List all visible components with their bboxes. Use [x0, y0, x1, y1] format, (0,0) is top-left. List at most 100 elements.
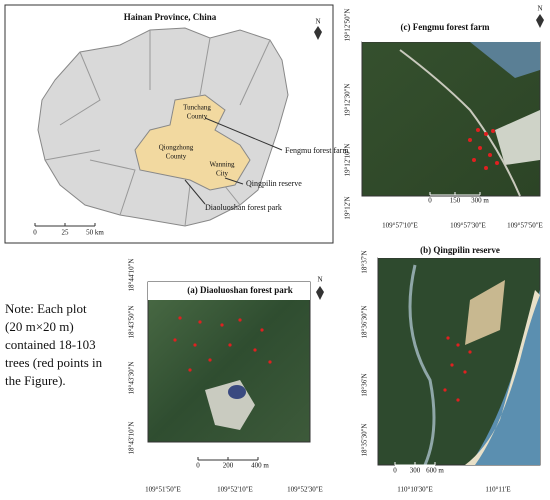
plot-point	[463, 370, 467, 374]
title-band	[148, 282, 310, 300]
plot-point	[484, 132, 488, 136]
plot-point	[491, 129, 495, 133]
lon-label: 109°57'30"E	[450, 222, 486, 230]
plots	[443, 336, 472, 402]
clearing	[495, 110, 540, 165]
map-label: Diaoluoshan forest park	[205, 203, 282, 212]
scale-label: 0	[428, 197, 432, 205]
leader	[224, 177, 244, 185]
lat-label: 18°36'N	[361, 373, 369, 396]
scale-label: 400 m	[251, 462, 269, 470]
lat-label: 18°43'30"N	[128, 362, 136, 395]
lat-label: 18°35'30"N	[361, 424, 369, 457]
map-label: City	[216, 170, 229, 178]
plot-point	[484, 166, 488, 170]
lat-label: 19°12'10"N	[344, 144, 352, 177]
note-line: trees (red points in	[5, 355, 103, 370]
plot-point	[268, 360, 272, 364]
plot-point	[260, 328, 264, 332]
panel-title: (c) Fengmu forest farm	[400, 22, 490, 32]
panel-title: (b) Qingpilin reserve	[420, 245, 500, 255]
lon-label: 109°51'50"E	[145, 486, 181, 494]
note-line: Note: Each plot	[5, 301, 87, 316]
lat-label: 19°12'50"N	[344, 9, 352, 42]
leader	[204, 117, 283, 151]
north-arrow	[314, 26, 322, 40]
north-arrow	[536, 14, 544, 28]
plot-point	[238, 318, 242, 322]
map-label: County	[187, 113, 208, 121]
scale-label: 0	[196, 462, 200, 470]
plots	[468, 128, 499, 170]
plot-point	[208, 358, 212, 362]
scale-label: 300	[410, 467, 421, 475]
sea	[470, 290, 540, 465]
plot-point	[478, 146, 482, 150]
plot-point	[488, 153, 492, 157]
title-band	[378, 243, 540, 258]
map-label: Tunchang	[183, 104, 211, 112]
scale-label: 300 m	[471, 197, 489, 205]
plot-point	[472, 158, 476, 162]
plot-point	[450, 363, 454, 367]
plot-point	[198, 320, 202, 324]
north-arrow	[316, 286, 324, 300]
north-label: N	[317, 276, 322, 284]
map-label: Qingpilin reserve	[246, 179, 302, 188]
lat-label: 18°37'N	[361, 250, 369, 273]
map-label: Wanning	[209, 161, 235, 169]
lat-label: 18°36'30"N	[361, 306, 369, 339]
scale-label: 600 m	[426, 467, 444, 475]
pond	[228, 385, 246, 399]
lon-label: 109°57'50"E	[507, 222, 543, 230]
lat-label: 19°12'30"N	[344, 84, 352, 117]
north-label: N	[537, 5, 542, 13]
plot-point	[456, 398, 460, 402]
hainan-title: Hainan Province, China	[124, 12, 217, 22]
lat-label: 18°44'10"N	[128, 259, 136, 292]
river	[408, 264, 436, 466]
plot-point	[468, 138, 472, 142]
county-lines	[44, 30, 271, 227]
road	[399, 49, 521, 197]
scale-bar	[34, 223, 96, 227]
lon-label: 110°11'E	[485, 486, 510, 494]
scale-label: 200	[223, 462, 234, 470]
plot-point	[228, 343, 232, 347]
plot-point	[468, 350, 472, 354]
scale-label: 0	[393, 467, 397, 475]
lon-label: 109°52'10"E	[217, 486, 253, 494]
plot-point	[193, 343, 197, 347]
plot-point	[220, 323, 224, 327]
map-label: Fengmu forest farm	[285, 146, 349, 155]
title-band	[362, 6, 540, 42]
lon-label: 109°57'10"E	[382, 222, 418, 230]
plot-point	[495, 161, 499, 165]
plot-point	[443, 388, 447, 392]
note-line: contained 18-103	[5, 337, 96, 352]
water	[470, 42, 540, 78]
plots	[173, 316, 272, 372]
map-label: Qiongzhong	[159, 144, 194, 152]
lat-label: 18°43'10"N	[128, 422, 136, 455]
lat-label: 18°43'50"N	[128, 306, 136, 339]
plot-point	[456, 343, 460, 347]
plot-point	[253, 348, 257, 352]
plot-point	[446, 336, 450, 340]
map-label: County	[166, 153, 187, 161]
study-counties	[134, 94, 251, 191]
plot-point	[178, 316, 182, 320]
north-label: N	[315, 18, 320, 26]
plot-point	[173, 338, 177, 342]
plot-point	[476, 128, 480, 132]
leader	[184, 179, 206, 205]
plot-point	[188, 368, 192, 372]
lon-label: 109°52'30"E	[287, 486, 323, 494]
note-line: (20 m×20 m)	[5, 319, 74, 334]
note-line: the Figure).	[5, 373, 66, 388]
scale-label: 150	[450, 197, 461, 205]
lat-label: 19°12'N	[344, 196, 352, 219]
scale-bar	[394, 462, 436, 466]
beach	[465, 290, 540, 465]
